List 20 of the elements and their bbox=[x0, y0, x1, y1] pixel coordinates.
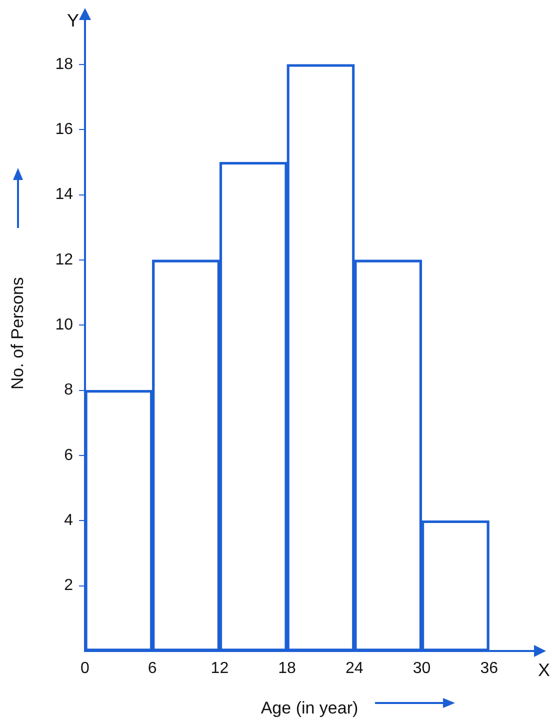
y-tick-label: 6 bbox=[64, 446, 74, 464]
x-tick-label: 12 bbox=[210, 660, 229, 678]
y-tick-label: 12 bbox=[55, 251, 74, 268]
y-axis-title: No. of Persons bbox=[8, 277, 27, 390]
y-tick-label: 16 bbox=[55, 121, 74, 138]
x-tick-label: 30 bbox=[412, 660, 431, 678]
x-tick-label: 18 bbox=[278, 660, 296, 678]
text: X bbox=[538, 660, 550, 680]
x-axis-title: Age (in year) bbox=[260, 698, 358, 718]
x-tick-label: 0 bbox=[80, 660, 90, 678]
y-tick-label: 8 bbox=[64, 382, 74, 399]
x-tick-label: 36 bbox=[480, 660, 498, 678]
y-tick-label: 10 bbox=[55, 316, 74, 334]
y-tick-label: 4 bbox=[64, 512, 74, 530]
y-tick-label: 14 bbox=[55, 186, 74, 204]
text: Y bbox=[66, 10, 79, 31]
y-tick-label: 18 bbox=[55, 56, 74, 73]
x-tick-label: 24 bbox=[346, 660, 364, 678]
y-tick-label: 2 bbox=[64, 577, 74, 594]
x-tick-label: 6 bbox=[148, 660, 157, 678]
